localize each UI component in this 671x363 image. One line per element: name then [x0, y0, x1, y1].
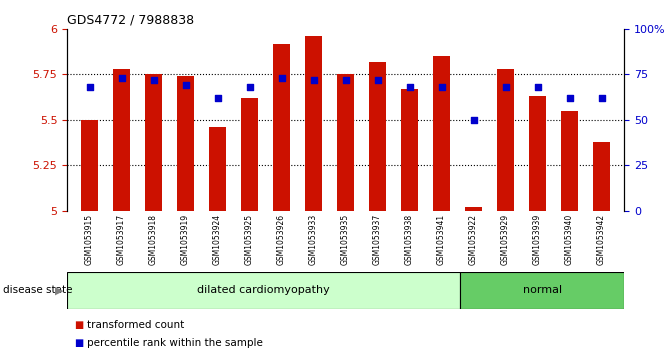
- Text: GSM1053938: GSM1053938: [405, 213, 414, 265]
- Bar: [81, 120, 99, 211]
- Point: [84, 84, 95, 90]
- Bar: [305, 36, 322, 211]
- Text: GSM1053925: GSM1053925: [245, 213, 254, 265]
- Point: [148, 77, 159, 83]
- Bar: [241, 98, 258, 211]
- Text: transformed count: transformed count: [87, 320, 185, 330]
- Point: [244, 84, 255, 90]
- Bar: [401, 89, 419, 211]
- Text: ▶: ▶: [55, 285, 64, 295]
- Bar: [145, 74, 162, 211]
- Point: [340, 77, 351, 83]
- Bar: [369, 62, 386, 211]
- Bar: [67, 272, 460, 309]
- Text: GSM1053918: GSM1053918: [149, 213, 158, 265]
- Point: [501, 84, 511, 90]
- Text: GSM1053942: GSM1053942: [597, 213, 606, 265]
- Text: ■: ■: [74, 338, 83, 348]
- Point: [532, 84, 543, 90]
- Point: [180, 82, 191, 88]
- Point: [436, 84, 447, 90]
- Text: GSM1053924: GSM1053924: [213, 213, 222, 265]
- Text: GSM1053941: GSM1053941: [437, 213, 446, 265]
- Text: GSM1053915: GSM1053915: [85, 213, 94, 265]
- Text: disease state: disease state: [3, 285, 73, 295]
- Text: GSM1053937: GSM1053937: [373, 213, 382, 265]
- Text: GSM1053926: GSM1053926: [277, 213, 286, 265]
- Text: dilated cardiomyopathy: dilated cardiomyopathy: [197, 285, 330, 295]
- Point: [564, 95, 575, 101]
- Text: GSM1053929: GSM1053929: [501, 213, 510, 265]
- Text: normal: normal: [523, 285, 562, 295]
- Bar: [113, 69, 130, 211]
- Point: [597, 95, 607, 101]
- Text: percentile rank within the sample: percentile rank within the sample: [87, 338, 263, 348]
- Text: GSM1053917: GSM1053917: [117, 213, 126, 265]
- Point: [404, 84, 415, 90]
- Bar: [337, 74, 354, 211]
- Point: [276, 75, 287, 81]
- Bar: [465, 207, 482, 211]
- Text: GSM1053935: GSM1053935: [341, 213, 350, 265]
- Bar: [176, 76, 195, 211]
- Bar: [529, 96, 546, 211]
- Bar: [272, 44, 291, 211]
- Bar: [433, 56, 450, 211]
- Bar: [460, 272, 624, 309]
- Text: GSM1053922: GSM1053922: [469, 213, 478, 265]
- Text: ■: ■: [74, 320, 83, 330]
- Text: GSM1053940: GSM1053940: [565, 213, 574, 265]
- Bar: [592, 142, 611, 211]
- Point: [116, 75, 127, 81]
- Bar: [209, 127, 226, 211]
- Text: GSM1053933: GSM1053933: [309, 213, 318, 265]
- Point: [372, 77, 383, 83]
- Text: GSM1053939: GSM1053939: [533, 213, 542, 265]
- Text: GDS4772 / 7988838: GDS4772 / 7988838: [67, 13, 194, 26]
- Point: [212, 95, 223, 101]
- Bar: [497, 69, 515, 211]
- Point: [468, 117, 479, 123]
- Bar: [561, 111, 578, 211]
- Point: [308, 77, 319, 83]
- Text: GSM1053919: GSM1053919: [181, 213, 190, 265]
